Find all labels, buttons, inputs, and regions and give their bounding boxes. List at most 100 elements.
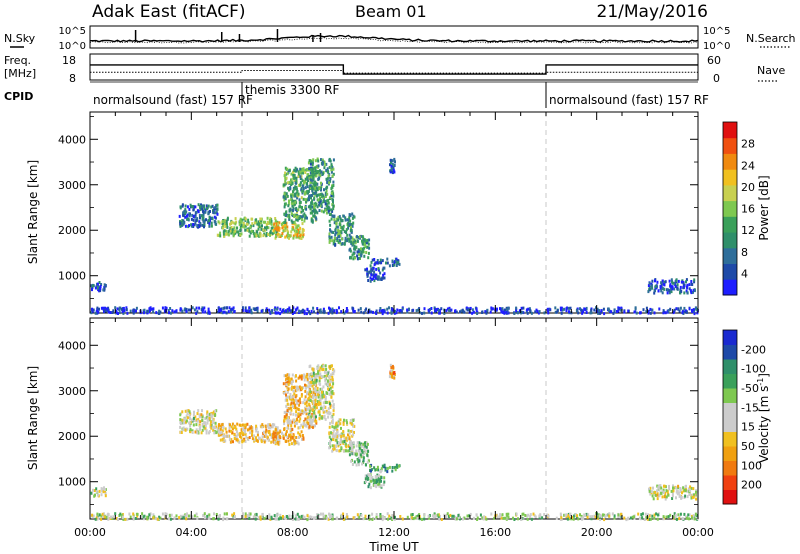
data-cell bbox=[291, 199, 294, 203]
data-cell bbox=[110, 515, 112, 519]
data-cell bbox=[349, 249, 352, 253]
data-cell bbox=[328, 165, 331, 169]
data-cell bbox=[231, 230, 234, 234]
data-cell bbox=[252, 224, 255, 228]
data-cell bbox=[277, 226, 280, 230]
data-cell bbox=[458, 515, 461, 519]
data-cell bbox=[358, 444, 361, 447]
data-cell bbox=[114, 306, 117, 310]
data-cell bbox=[211, 418, 214, 422]
data-cell bbox=[189, 424, 192, 428]
x-axis-title: Time UT bbox=[368, 540, 419, 554]
data-cell bbox=[334, 243, 337, 247]
data-cell bbox=[692, 517, 695, 521]
data-cell bbox=[520, 306, 523, 310]
data-cell bbox=[353, 424, 356, 428]
data-cell bbox=[198, 213, 201, 217]
data-cell bbox=[184, 208, 187, 212]
data-cell bbox=[342, 422, 345, 426]
data-cell bbox=[195, 423, 198, 427]
data-cell bbox=[670, 489, 673, 493]
data-cell bbox=[286, 373, 289, 377]
data-cell bbox=[244, 306, 247, 310]
data-cell bbox=[289, 393, 292, 396]
data-cell bbox=[332, 172, 335, 176]
data-cell bbox=[294, 192, 297, 196]
data-cell bbox=[331, 230, 334, 234]
data-cell bbox=[208, 431, 210, 435]
data-cell bbox=[322, 393, 325, 397]
data-cell bbox=[277, 223, 280, 226]
data-cell bbox=[284, 171, 287, 175]
data-cell bbox=[302, 233, 305, 237]
data-cell bbox=[337, 441, 340, 445]
data-cell bbox=[333, 426, 336, 430]
data-cell bbox=[217, 517, 220, 521]
data-cell bbox=[298, 201, 301, 205]
data-cell bbox=[364, 517, 366, 520]
data-cell bbox=[581, 311, 584, 315]
data-cell bbox=[289, 186, 292, 189]
data-cell bbox=[203, 306, 206, 310]
data-cell bbox=[241, 308, 244, 312]
data-cell bbox=[270, 436, 273, 439]
data-cell bbox=[265, 428, 268, 432]
data-cell bbox=[306, 189, 309, 193]
data-cell bbox=[373, 484, 376, 488]
data-cell bbox=[485, 311, 488, 315]
data-cell bbox=[355, 444, 358, 448]
data-cell bbox=[375, 273, 378, 277]
data-cell bbox=[305, 412, 308, 416]
data-cell bbox=[129, 515, 132, 519]
data-cell bbox=[308, 402, 311, 406]
data-cell bbox=[686, 489, 689, 493]
data-cell bbox=[287, 439, 290, 443]
data-cell bbox=[300, 393, 303, 397]
data-cell bbox=[375, 515, 378, 519]
data-cell bbox=[367, 449, 370, 453]
data-cell bbox=[428, 310, 431, 314]
data-cell bbox=[200, 413, 203, 417]
data-cell bbox=[559, 512, 562, 516]
data-cell bbox=[233, 232, 236, 236]
data-cell bbox=[313, 214, 316, 218]
x-tick-label: 20:00 bbox=[581, 526, 613, 539]
data-cell bbox=[369, 276, 372, 280]
data-cell bbox=[92, 308, 95, 312]
data-cell bbox=[475, 309, 478, 313]
data-cell bbox=[301, 218, 303, 222]
data-cell bbox=[309, 515, 312, 519]
data-cell bbox=[269, 231, 272, 234]
data-cell bbox=[146, 517, 149, 521]
data-cell bbox=[285, 416, 288, 420]
data-cell bbox=[327, 374, 330, 378]
data-cell bbox=[250, 311, 253, 315]
data-cell bbox=[322, 368, 325, 371]
data-cell bbox=[219, 231, 222, 235]
data-cell bbox=[383, 266, 386, 270]
data-cell bbox=[332, 231, 335, 234]
data-cell bbox=[335, 427, 338, 431]
data-cell bbox=[393, 376, 396, 380]
data-cell bbox=[142, 311, 145, 315]
data-cell bbox=[329, 310, 331, 313]
data-cell bbox=[201, 204, 204, 208]
data-cell bbox=[213, 211, 216, 215]
data-cell bbox=[209, 420, 212, 424]
data-cell bbox=[288, 169, 291, 173]
data-cell bbox=[316, 188, 319, 192]
date-title: 21/May/2016 bbox=[597, 2, 709, 22]
data-cell bbox=[309, 399, 312, 402]
data-cell bbox=[680, 280, 683, 284]
data-cell bbox=[288, 373, 291, 377]
data-cell bbox=[328, 432, 331, 436]
data-cell bbox=[378, 309, 381, 313]
data-cell bbox=[499, 307, 501, 311]
data-cell bbox=[651, 514, 654, 518]
data-cell bbox=[223, 512, 226, 516]
data-cell bbox=[379, 307, 382, 310]
data-cell bbox=[319, 197, 322, 201]
data-cell bbox=[325, 177, 328, 181]
data-cell bbox=[574, 513, 577, 517]
data-cell bbox=[343, 311, 346, 315]
